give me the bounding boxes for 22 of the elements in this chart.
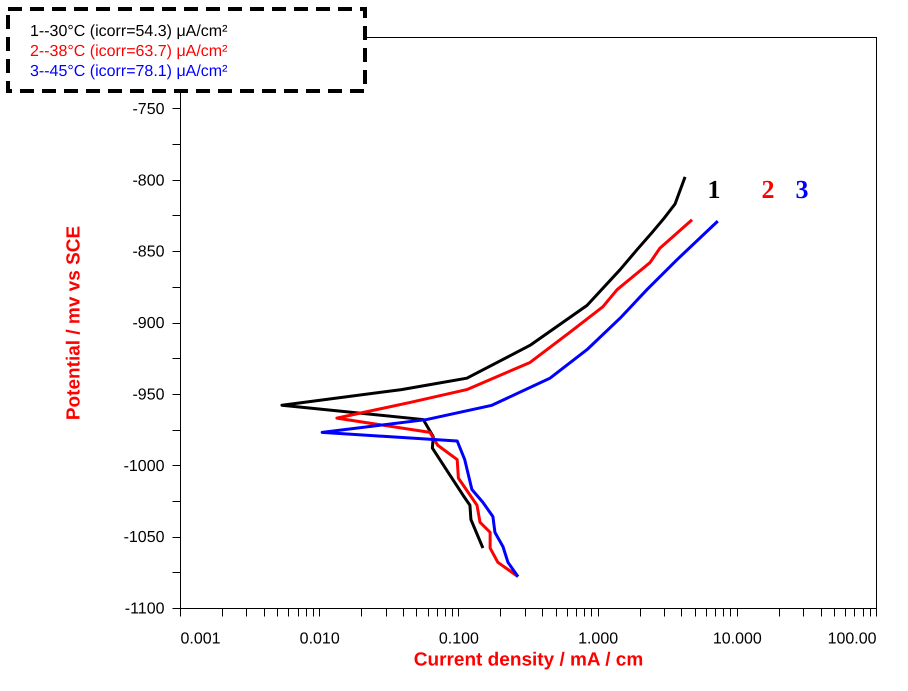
y-tick-label: -1000 [124, 458, 165, 475]
text: 3--45°C (icorr=78.1) μA/cm² [30, 63, 228, 80]
x-tick-label: 10.000 [712, 630, 762, 648]
y-tick-label: -750 [132, 100, 165, 118]
x-axis-title: Current density / mA / cm [414, 650, 644, 670]
x-tick-label: 0.010 [300, 630, 340, 648]
y-tick-label: -850 [132, 244, 165, 261]
annotation: 1 [708, 175, 720, 204]
y-tick-label: -950 [132, 386, 165, 404]
x-tick-label: 0.100 [438, 630, 480, 648]
y-tick-label: -800 [132, 172, 165, 190]
x-tick-label: 1.000 [578, 630, 618, 648]
y-tick-label: -900 [132, 315, 165, 332]
x-tick-label: 100.00 [828, 630, 877, 648]
text: 1--30°C (icorr=54.3) μA/cm² [30, 23, 228, 40]
y-tick-label: -1100 [124, 600, 165, 618]
annotation: 3 [796, 175, 808, 204]
y-tick-label: -1050 [124, 529, 165, 546]
text: 2--38°C (icorr=63.7) μA/cm² [30, 43, 228, 60]
x-tick-label: 0.001 [180, 630, 221, 648]
y-axis-title: Potential / mv vs SCE [64, 226, 85, 420]
annotation: 2 [762, 175, 774, 204]
